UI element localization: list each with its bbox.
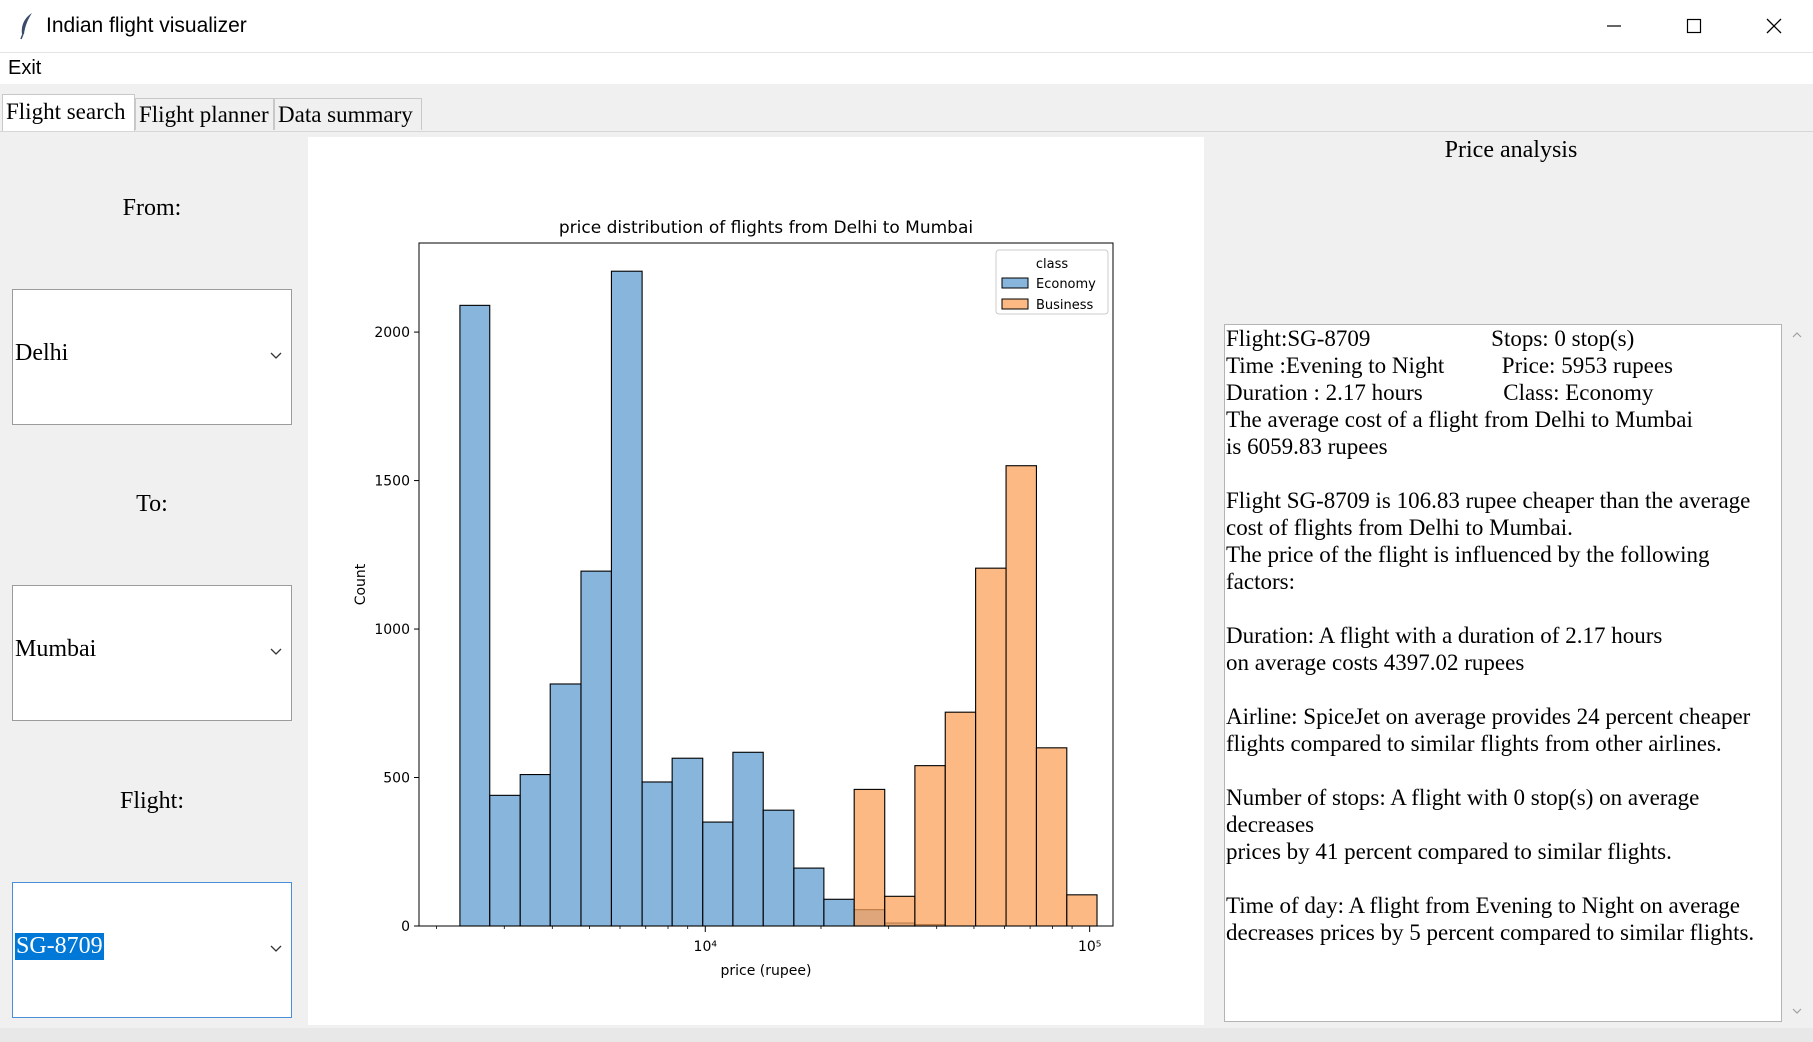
analysis-line bbox=[1225, 460, 1781, 487]
y-tick-label: 0 bbox=[401, 919, 410, 935]
title-bar: Indian flight visualizer bbox=[0, 0, 1813, 53]
histogram-bar-economy bbox=[549, 683, 582, 927]
histogram-bar-business bbox=[1005, 465, 1037, 927]
analysis-line: Duration: A flight with a duration of 2.… bbox=[1226, 623, 1663, 648]
price-histogram: 0 500 1000 1500 2000 10⁴ 10⁵ price distribution… bbox=[353, 218, 1114, 979]
histogram-bar-economy bbox=[793, 867, 825, 927]
analysis-line bbox=[1225, 676, 1781, 703]
analysis-line: Airline: SpiceJet on average provides 24… bbox=[1226, 704, 1751, 729]
menu-bar: Exit bbox=[0, 53, 1813, 84]
histogram-bar-economy bbox=[671, 757, 704, 927]
chevron-down-icon[interactable] bbox=[269, 644, 283, 658]
analysis-line: on average costs 4397.02 rupees bbox=[1226, 650, 1525, 675]
y-tick-label: 2000 bbox=[374, 325, 410, 341]
y-tick-label: 500 bbox=[383, 771, 410, 787]
analysis-line: is 6059.83 rupees bbox=[1226, 434, 1388, 459]
flight-value: SG-8709 bbox=[15, 933, 104, 960]
chart-title: price distribution of flights from Delhi… bbox=[559, 218, 973, 238]
y-tick-label: 1000 bbox=[374, 622, 410, 638]
histogram-bar-business bbox=[944, 711, 977, 927]
analysis-line bbox=[1225, 865, 1781, 892]
legend-label-economy: Economy bbox=[1036, 277, 1096, 292]
chevron-down-icon[interactable] bbox=[269, 348, 283, 362]
maximize-icon bbox=[1686, 18, 1702, 34]
analysis-scrollbar[interactable] bbox=[1786, 324, 1808, 1022]
y-axis-label: Count bbox=[353, 563, 369, 605]
close-button[interactable] bbox=[1734, 0, 1813, 52]
tab-flight-planner[interactable]: Flight planner bbox=[135, 98, 274, 130]
histogram-bar-business bbox=[1035, 747, 1068, 927]
tab-divider bbox=[0, 131, 1813, 132]
window-title: Indian flight visualizer bbox=[46, 14, 247, 37]
histogram-bar-economy bbox=[823, 898, 855, 927]
menu-exit[interactable]: Exit bbox=[8, 57, 42, 79]
histogram-bar-economy bbox=[580, 570, 612, 927]
analysis-text-box[interactable]: Flight:SG-8709 Stops: 0 stop(s) Time :Eve… bbox=[1224, 324, 1782, 1022]
analysis-line: The price of the flight is influenced by… bbox=[1226, 542, 1710, 567]
histogram-bar-economy bbox=[489, 794, 521, 927]
x-tick-label: 10⁴ bbox=[694, 939, 718, 955]
flight-combobox[interactable]: SG-8709 bbox=[12, 882, 292, 1018]
status-strip bbox=[0, 1028, 1813, 1042]
analysis-line: Number of stops: A flight with 0 stop(s)… bbox=[1226, 785, 1700, 810]
analysis-line: Flight:SG-8709 Stops: 0 stop(s) bbox=[1226, 326, 1635, 351]
histogram-bar-business bbox=[884, 895, 916, 927]
histogram-bar-economy bbox=[519, 774, 551, 927]
histogram-bar-economy bbox=[610, 270, 643, 927]
scroll-up-icon[interactable] bbox=[1786, 324, 1808, 346]
tab-data-summary[interactable]: Data summary bbox=[274, 98, 422, 130]
histogram-bar-business bbox=[853, 788, 886, 927]
histogram-bar-economy bbox=[459, 304, 491, 927]
minimize-button[interactable] bbox=[1574, 0, 1654, 52]
scroll-down-icon[interactable] bbox=[1786, 1000, 1808, 1022]
legend-label-business: Business bbox=[1036, 298, 1094, 313]
legend-title: class bbox=[1036, 257, 1068, 272]
to-combobox[interactable]: Mumbai bbox=[12, 585, 292, 721]
histogram-bar-economy bbox=[702, 821, 734, 927]
price-analysis-title: Price analysis bbox=[1444, 137, 1578, 163]
flight-label: Flight: bbox=[119, 788, 185, 814]
plot-frame bbox=[418, 242, 1114, 927]
chevron-down-icon[interactable] bbox=[269, 941, 283, 955]
x-axis-label: price (rupee) bbox=[721, 963, 812, 979]
analysis-line: Time :Evening to Night Price: 5953 rupee… bbox=[1226, 353, 1673, 378]
from-value: Delhi bbox=[15, 340, 69, 366]
histogram-bar-business bbox=[914, 765, 946, 927]
legend-swatch-business bbox=[1001, 298, 1029, 310]
minimize-icon bbox=[1607, 25, 1621, 27]
histogram-bar-business bbox=[1066, 894, 1098, 927]
analysis-line: Duration : 2.17 hours Class: Economy bbox=[1226, 380, 1654, 405]
from-label: From: bbox=[122, 195, 182, 221]
tab-flight-search[interactable]: Flight search bbox=[2, 94, 135, 132]
y-tick-label: 1500 bbox=[374, 474, 410, 490]
feather-icon bbox=[20, 13, 32, 40]
chart-canvas: 0 500 1000 1500 2000 10⁴ 10⁵ price distribution… bbox=[308, 137, 1204, 1025]
analysis-line: The average cost of a flight from Delhi … bbox=[1226, 407, 1693, 432]
analysis-line: decreases prices by 5 percent compared t… bbox=[1226, 920, 1755, 945]
histogram-bar-business bbox=[975, 567, 1007, 927]
analysis-line: decreases bbox=[1226, 812, 1315, 837]
analysis-line: Time of day: A flight from Evening to Ni… bbox=[1226, 893, 1741, 918]
histogram-bar-economy bbox=[762, 809, 795, 927]
analysis-line: Flight SG-8709 is 106.83 rupee cheaper t… bbox=[1226, 488, 1751, 513]
analysis-line: factors: bbox=[1226, 569, 1295, 594]
legend-box bbox=[995, 249, 1109, 315]
from-combobox[interactable]: Delhi bbox=[12, 289, 292, 425]
to-label: To: bbox=[136, 491, 168, 517]
analysis-line: flights compared to similar flights from… bbox=[1226, 731, 1722, 756]
maximize-button[interactable] bbox=[1654, 0, 1734, 52]
histogram-bar-economy bbox=[641, 781, 673, 927]
to-value: Mumbai bbox=[15, 636, 97, 662]
analysis-line: cost of flights from Delhi to Mumbai. bbox=[1226, 515, 1573, 540]
close-icon bbox=[1766, 18, 1782, 34]
legend-swatch-economy bbox=[1001, 277, 1029, 289]
analysis-line bbox=[1225, 757, 1781, 784]
x-tick-label: 10⁵ bbox=[1078, 939, 1101, 955]
analysis-line: prices by 41 percent compared to similar… bbox=[1226, 839, 1672, 864]
analysis-line bbox=[1225, 595, 1781, 622]
histogram-bar-economy bbox=[732, 751, 764, 927]
